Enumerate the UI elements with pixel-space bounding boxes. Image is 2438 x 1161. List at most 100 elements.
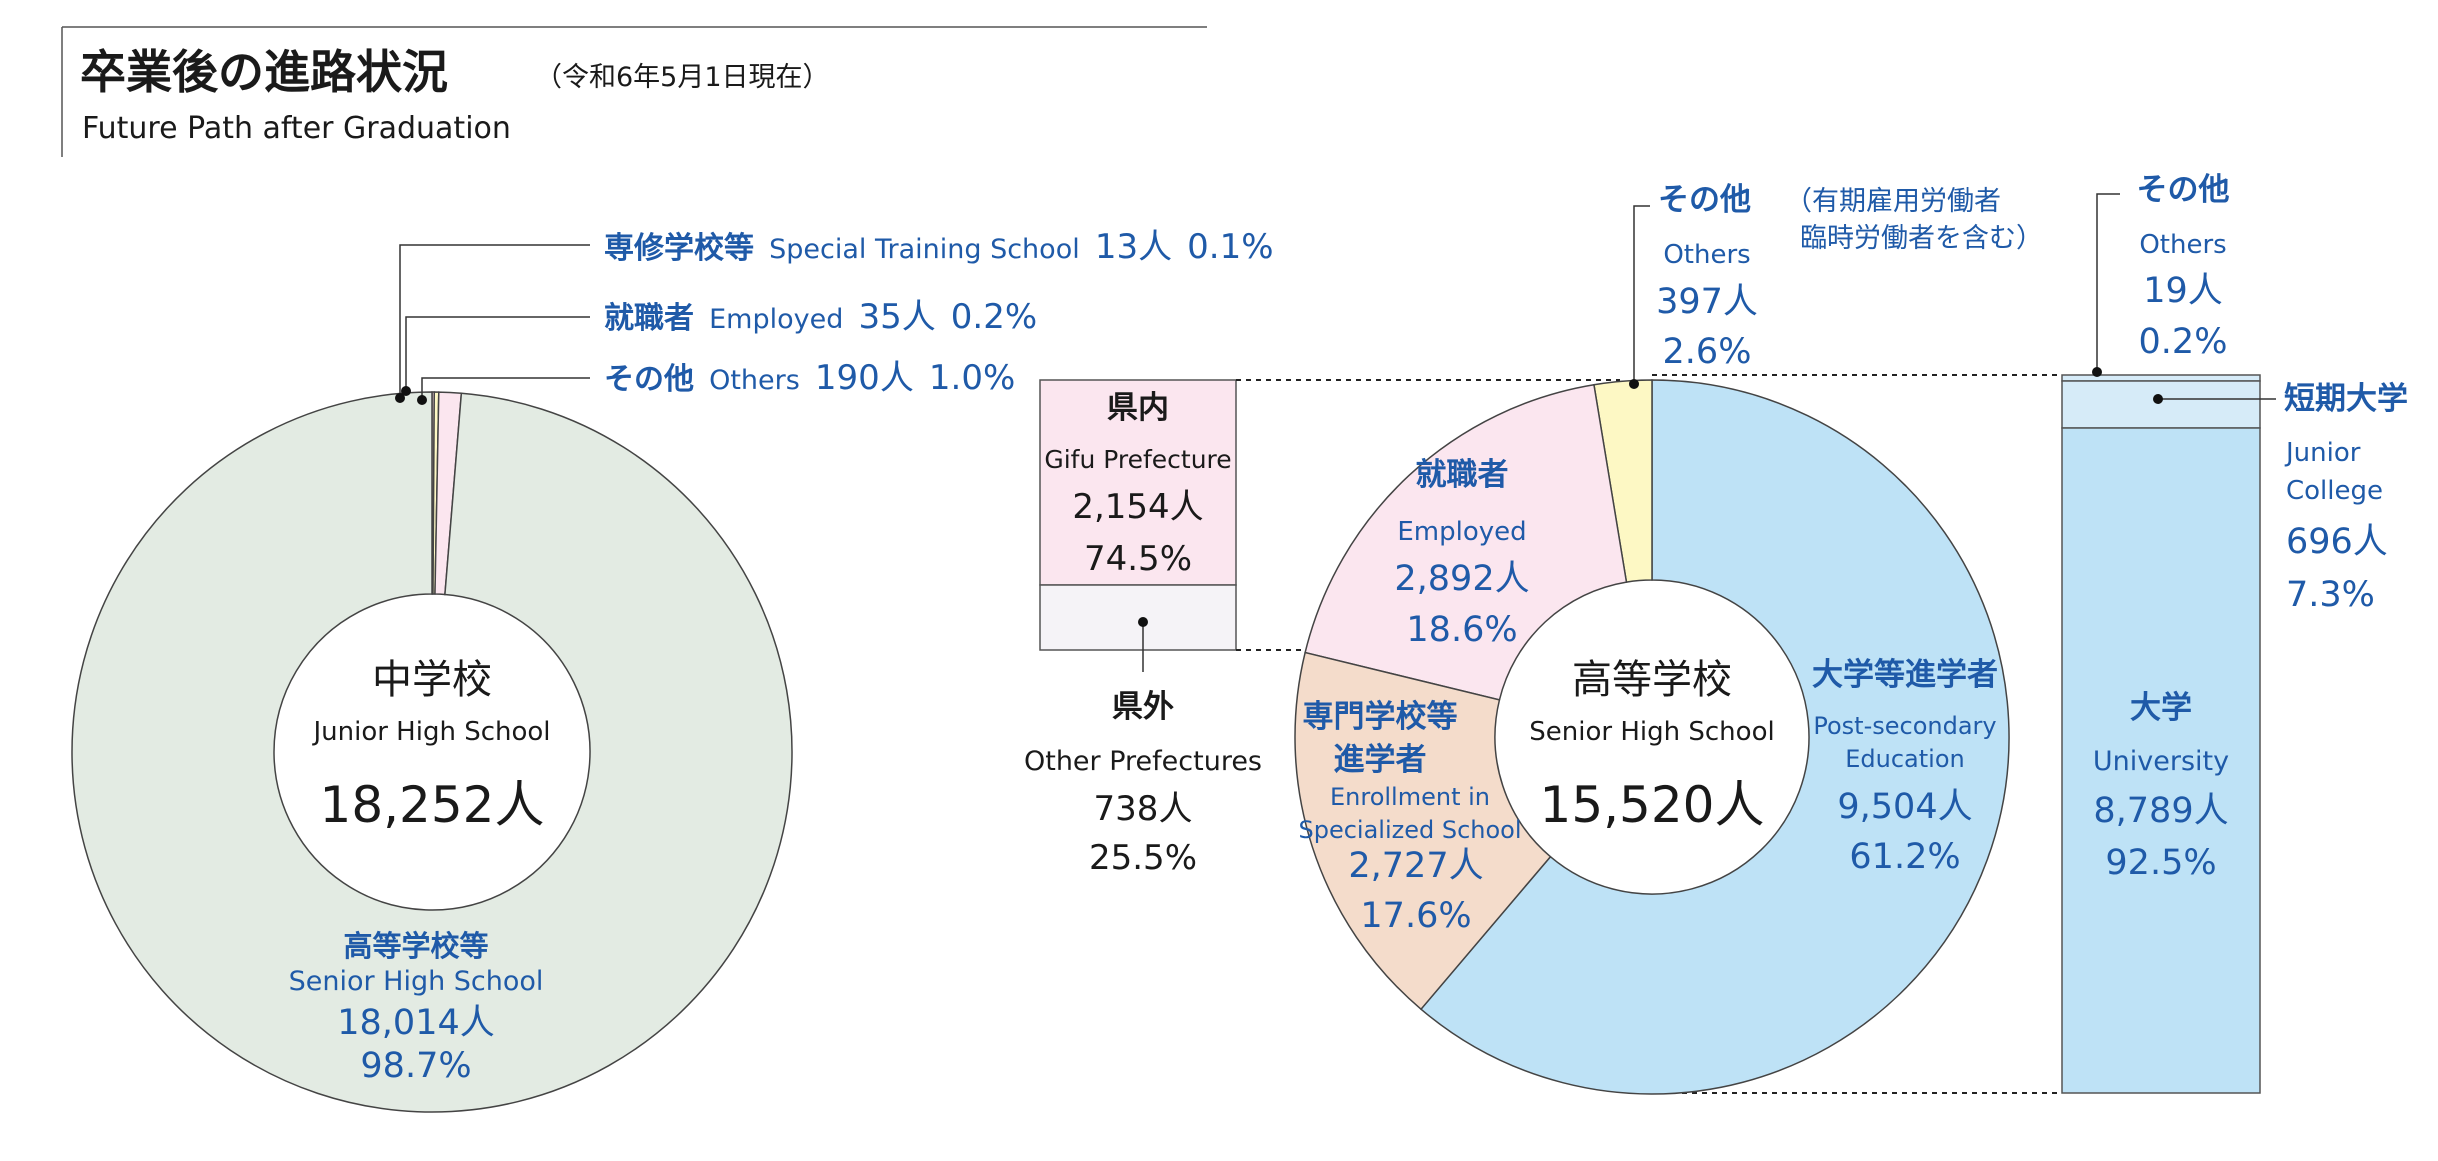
sh-others-note1: （有期雇用労働者 (1785, 186, 2001, 217)
senior-high-donut (1294, 379, 2010, 1095)
junior-college-en1: Junior (2284, 438, 2361, 468)
sh-postsecondary-count: 9,504人 (1837, 787, 1972, 827)
page-title-en: Future Path after Graduation (82, 111, 511, 146)
sh-others-callout: その他 （有期雇用労働者 臨時労働者を含む） Others 397人 2.6% (1629, 182, 2043, 389)
sh-center-subtitle: Senior High School (1529, 717, 1774, 747)
jh-senior-label-ja: 高等学校等 (343, 929, 488, 963)
gifu-count: 2,154人 (1072, 487, 1203, 527)
sh-center-total: 15,520人 (1540, 776, 1765, 834)
jh-special-ja: 専修学校等 (604, 231, 754, 266)
junior-college-percent: 7.3% (2286, 575, 2375, 615)
jh-employed-label: 就職者 Employed 35人 0.2% (604, 297, 1037, 337)
gifu-label-en: Gifu Prefecture (1044, 445, 1231, 474)
header: 卒業後の進路状況 （令和6年5月1日現在） Future Path after … (61, 26, 1207, 157)
senior-high-center: 高等学校 Senior High School 15,520人 (1529, 657, 1774, 834)
jh-center-total: 18,252人 (320, 776, 545, 834)
sh-postsecondary-label: 大学等進学者 Post-secondary Education 9,504人 6… (1812, 657, 1998, 877)
jh-special-label: 専修学校等 Special Training School 13人 0.1% (604, 227, 1274, 267)
sh-postsecondary-en1: Post-secondary (1813, 712, 1996, 740)
sh-slice-vocational (1294, 651, 1552, 1011)
jh-callout-line-employed (405, 316, 590, 391)
sh-vocational-percent: 17.6% (1360, 896, 1471, 936)
jh-callout-line-others (421, 377, 590, 400)
jh-callout-dot-others (417, 395, 427, 405)
sh-postsecondary-percent: 61.2% (1849, 837, 1960, 877)
ps-others-count: 19人 (2143, 271, 2223, 311)
jh-special-count: 13人 (1095, 227, 1172, 267)
jh-others-en: Others (709, 365, 800, 396)
junior-college-callout-dot (2153, 394, 2163, 404)
university-count: 8,789人 (2093, 791, 2228, 831)
sh-others-en: Others (1663, 240, 1750, 270)
junior-high-donut (71, 391, 793, 1113)
ps-others-callout-dot (2092, 367, 2102, 377)
sh-employed-count: 2,892人 (1394, 559, 1529, 599)
sh-others-ja: その他 (1658, 182, 1751, 218)
junior-college-en2: College (2286, 476, 2383, 506)
gifu-percent: 74.5% (1084, 539, 1192, 579)
jh-senior-label-en: Senior High School (289, 966, 544, 997)
other-pref-percent: 25.5% (1089, 838, 1197, 878)
jh-special-percent: 0.1% (1187, 227, 1273, 267)
sh-center-title: 高等学校 (1572, 657, 1732, 703)
sh-slice-others (1593, 379, 1653, 583)
sh-slice-postsecondary (1419, 379, 2010, 1095)
ps-others-en: Others (2139, 230, 2226, 260)
jh-employed-en: Employed (709, 304, 843, 335)
other-pref-label-en: Other Prefectures (1024, 746, 1262, 777)
sh-vocational-en1: Enrollment in (1330, 783, 1490, 811)
sh-others-callout-dot (1629, 379, 1639, 389)
university-ja: 大学 (2130, 690, 2192, 726)
sh-others-percent: 2.6% (1663, 332, 1752, 372)
jh-employed-ja: 就職者 (604, 301, 694, 336)
sh-employed-ja: 就職者 (1416, 457, 1509, 493)
sh-vocational-label: 専門学校等 進学者 Enrollment in Specialized Scho… (1298, 699, 1521, 936)
jh-others-percent: 1.0% (929, 358, 1015, 398)
sh-others-callout-line (1633, 205, 1650, 384)
sh-employed-en: Employed (1397, 517, 1526, 547)
jh-callout-dot-special (395, 393, 405, 403)
jh-callout-line-special (399, 244, 590, 398)
jh-employed-percent: 0.2% (951, 297, 1037, 337)
junior-college-ja: 短期大学 (2284, 381, 2408, 417)
jh-senior-count: 18,014人 (337, 1003, 494, 1043)
jh-employed-count: 35人 (858, 297, 935, 337)
jh-others-ja: その他 (604, 362, 694, 397)
university-segment (2061, 427, 2261, 1094)
sh-postsecondary-en2: Education (1845, 745, 1964, 773)
sh-vocational-en2: Specialized School (1298, 816, 1521, 844)
ps-others-segment (2061, 374, 2261, 382)
page-date: （令和6年5月1日現在） (535, 62, 830, 93)
jh-center-title: 中学校 (372, 657, 492, 703)
jh-center-subtitle: Junior High School (311, 717, 550, 747)
jh-callouts: 専修学校等 Special Training School 13人 0.1% 就… (395, 227, 1274, 405)
connector-lines (1236, 374, 2060, 1094)
jh-others-count: 190人 (815, 358, 914, 398)
other-pref-label-ja: 県外 (1112, 689, 1174, 725)
junior-high-center: 中学校 Junior High School 18,252人 (311, 657, 550, 834)
sh-employed-percent: 18.6% (1406, 610, 1517, 650)
sh-others-note2: 臨時労働者を含む） (1800, 223, 2043, 254)
jh-slice-senior-high-label: 高等学校等 Senior High School 18,014人 98.7% (289, 929, 544, 1086)
jh-callout-dot-employed (401, 386, 411, 396)
junior-college-segment (2061, 380, 2261, 429)
jh-special-en: Special Training School (769, 234, 1080, 265)
ps-others-ja: その他 (2137, 172, 2230, 208)
sh-employed-label: 就職者 Employed 2,892人 18.6% (1394, 457, 1529, 650)
jh-others-label: その他 Others 190人 1.0% (604, 358, 1015, 398)
other-prefectures-segment (1039, 584, 1237, 651)
ps-others-percent: 0.2% (2139, 322, 2228, 362)
sh-vocational-ja1: 専門学校等 (1303, 699, 1458, 735)
postsecondary-breakdown-bar: 大学 University 8,789人 92.5% その他 Others 19… (2061, 172, 2408, 1094)
other-pref-count: 738人 (1094, 789, 1193, 829)
page-title: 卒業後の進路状況 (80, 45, 448, 99)
sh-vocational-ja2: 進学者 (1334, 742, 1427, 778)
sh-postsecondary-ja: 大学等進学者 (1812, 657, 1998, 693)
sh-vocational-count: 2,727人 (1348, 846, 1483, 886)
university-en: University (2093, 746, 2229, 777)
sh-slice-employed (1304, 383, 1628, 701)
junior-college-count: 696人 (2286, 522, 2388, 562)
sh-others-count: 397人 (1656, 282, 1758, 322)
other-pref-callout-dot (1138, 617, 1148, 627)
